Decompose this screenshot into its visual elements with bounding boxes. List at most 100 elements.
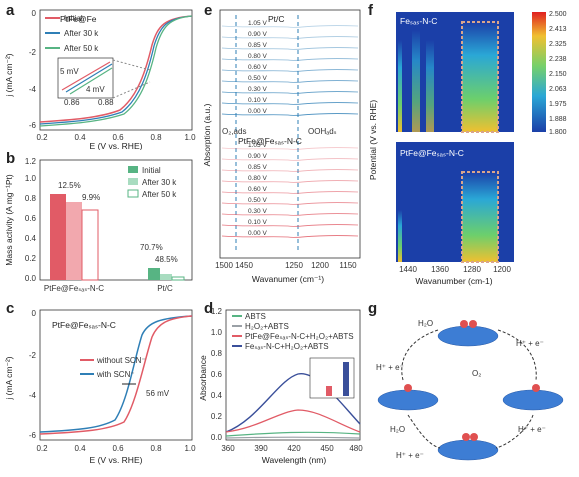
d-xtick-2: 420 [287, 444, 301, 453]
b-bar-30k [66, 202, 82, 280]
e-potential-label: 1.05 V [248, 142, 267, 149]
c-legend-1: with SCN⁻ [96, 370, 135, 379]
a-xtick-2: 0.6 [112, 133, 124, 142]
b-ytick-3: 0.6 [25, 214, 37, 223]
a-legend-0: Initial [64, 14, 83, 23]
panel-c: c PtFe@Feₛₐₛ-N-C 56 mV without SCN⁻ with… [0, 300, 200, 472]
d-curve-abts [225, 431, 361, 437]
panel-f: f Feₛₐₛ-N-C [368, 0, 579, 290]
chart-c: PtFe@Feₛₐₛ-N-C 56 mV without SCN⁻ with S… [4, 309, 196, 465]
g-h2o-left: H₂O [390, 425, 405, 434]
b-legend-1: After 30 k [142, 178, 177, 187]
b-ann-2: 70.7% [140, 243, 163, 252]
d-legend-3: Feₛₐₛ-N-C+H₂O₂+ABTS [245, 342, 329, 351]
b-legend: Initial After 30 k After 50 k [127, 166, 177, 199]
e-spectrum [221, 58, 359, 61]
f-cb-0: 2.500 [549, 11, 567, 18]
f-cb-5: 2.063 [549, 86, 567, 93]
e-potential-label: 0.50 V [248, 75, 267, 82]
b-ytick-2: 0.4 [25, 234, 37, 243]
d-ytick-1: 0.2 [211, 412, 223, 421]
g-catalyst-bottom [437, 439, 499, 461]
e-spectrum [221, 80, 359, 83]
e-potential-label: 0.10 V [248, 219, 267, 226]
e-spectrum [221, 202, 359, 205]
e-spectrum [221, 169, 359, 172]
panel-label-d: d [204, 300, 214, 317]
b-ytick-5: 1.0 [25, 174, 37, 183]
diagram-g: H₂O H⁺ + e⁻ H⁺ + e⁻ H⁺ + e⁻ H⁺ + e⁻ O₂ H… [376, 319, 564, 461]
chart-a: PtFe@Fe Initial After 30 k After 50 k 5 … [4, 9, 196, 151]
g-catalyst-left [377, 389, 439, 411]
e-spectrum [221, 91, 359, 94]
e-potential-label: 0.85 V [248, 42, 267, 49]
c-legend-0: without SCN⁻ [96, 356, 146, 365]
g-arrow-3 [495, 414, 534, 449]
b-ytick-1: 0.2 [25, 254, 37, 263]
g-h3: H⁺ + e⁻ [518, 425, 546, 434]
d-inset-bar-fe [343, 362, 349, 396]
e-spectrum [221, 102, 359, 105]
e-spectrum [221, 36, 359, 39]
f-cb-4: 2.150 [549, 71, 567, 78]
b-ylabel: Mass activity (A mg⁻¹Pt) [4, 174, 14, 266]
e-potential-label: 0.30 V [248, 208, 267, 215]
f-ylabel: Potential (V vs. RHE) [368, 100, 378, 180]
e-ooh: OOHₐdₛ [308, 127, 337, 136]
chart-b: 12.5% 9.9% 70.7% 48.5% Initial After 30 … [4, 157, 193, 293]
e-potential-label: 0.60 V [248, 186, 267, 193]
e-spectrum [221, 224, 359, 227]
e-xtick-3: 1200 [311, 261, 329, 270]
panel-label-a: a [6, 2, 15, 19]
d-ytick-0: 0.0 [211, 433, 223, 442]
f-xtick-3: 1200 [493, 265, 511, 274]
e-potential-label: 0.10 V [248, 97, 267, 104]
f-xtick-0: 1440 [399, 265, 417, 274]
b-ytick-6: 1.2 [25, 157, 37, 166]
e-spectrum [221, 235, 359, 238]
b-bar-initial [50, 194, 66, 280]
panel-e: e Pt/C PtFe@Feₛₐₛ-N-C 1.05 V 0.90 V 0.85 V… [198, 0, 368, 300]
d-ytick-2: 0.4 [211, 391, 223, 400]
a-ytick-0: 0 [32, 9, 37, 18]
a-xtick-3: 0.8 [150, 133, 162, 142]
f-box-top [461, 21, 499, 133]
c-xtick-3: 0.8 [150, 444, 162, 453]
d-xtick-1: 390 [254, 444, 268, 453]
a-curve-30k [39, 15, 193, 125]
d-xtick-0: 360 [221, 444, 235, 453]
a-ytick-3: -6 [29, 121, 37, 130]
d-xtick-4: 480 [349, 444, 363, 453]
d-ytick-3: 0.6 [211, 370, 223, 379]
b-bar-ptc-initial [148, 268, 160, 280]
g-arrow-4 [407, 414, 441, 449]
e-potential-label: 0.80 V [248, 175, 267, 182]
b-ann-0: 12.5% [58, 181, 81, 190]
b-bar-50k [81, 209, 99, 281]
d-curve-fe [225, 373, 361, 433]
a-inset-x1: 0.88 [98, 98, 114, 107]
c-legend: without SCN⁻ with SCN⁻ [80, 356, 146, 379]
panel-label-e: e [204, 2, 213, 19]
g-h1: H⁺ + e⁻ [516, 339, 544, 348]
a-xtick-0: 0.2 [36, 133, 48, 142]
panel-b: b 12.5% 9.9% 70.7% 48.5% Initial After 3… [0, 150, 200, 295]
e-potential-label: 0.50 V [248, 197, 267, 204]
a-xlabel: E (V vs. RHE) [90, 141, 143, 150]
b-ytick-0: 0.0 [25, 274, 37, 283]
g-catalyst-right [502, 389, 564, 411]
d-curve-h2o2 [225, 436, 361, 439]
e-xtick-2: 1250 [285, 261, 303, 270]
d-curve-ptfe [225, 409, 361, 433]
g-arrow-2 [497, 329, 537, 381]
panel-label-g: g [368, 300, 378, 317]
f-cb-1: 2.413 [549, 26, 567, 33]
d-ytick-5: 1.0 [211, 328, 223, 337]
f-colorbar [532, 12, 546, 132]
f-cb-2: 2.325 [549, 41, 567, 48]
chart-d: ABTS H₂O₂+ABTS PtFe@Feₛₐₛ-N-C+H₂O₂+ABTS … [198, 307, 363, 465]
e-xtick-0: 1500 [215, 261, 233, 270]
c-xtick-1: 0.4 [74, 444, 86, 453]
b-group-1: Pt/C [157, 284, 173, 293]
e-spectra-top: 1.05 V 0.90 V 0.85 V 0.80 V 0.60 V 0.50 V 0.30… [221, 20, 359, 116]
